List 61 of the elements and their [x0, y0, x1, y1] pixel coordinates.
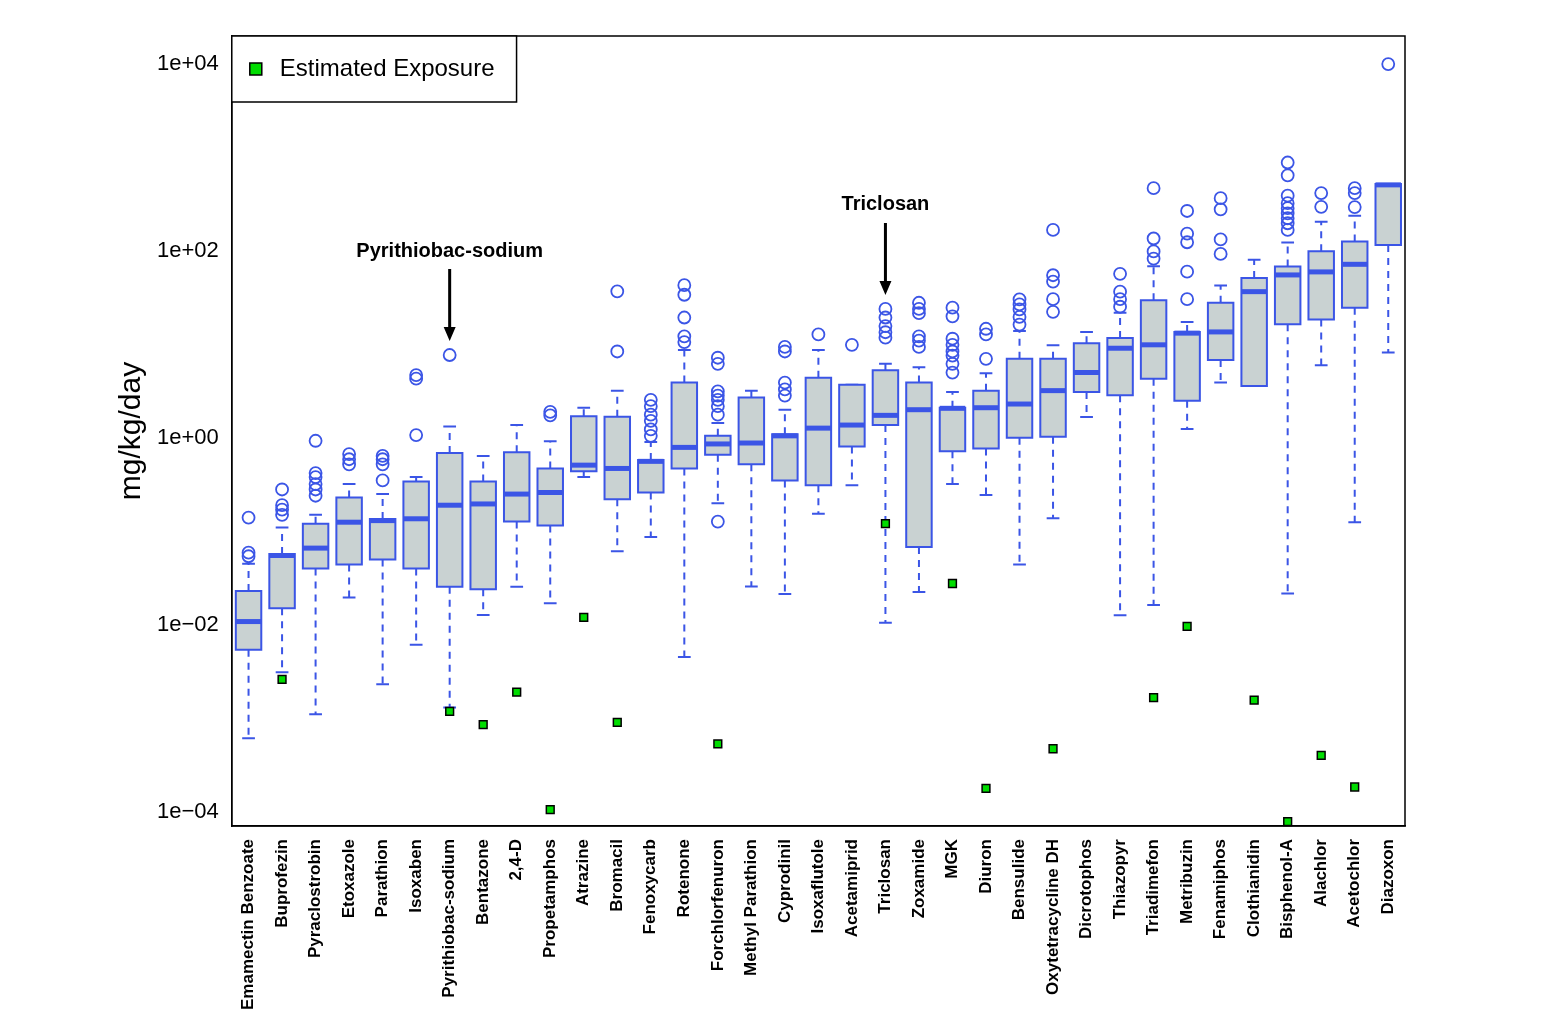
- point: [880, 518, 891, 529]
- point: [1350, 782, 1360, 792]
- point: [478, 720, 488, 730]
- x-tick-label: Pyrithiobac-sodium: [439, 839, 459, 998]
- x-tick-label: Fenoxycarb: [640, 839, 660, 935]
- x-tick-label: Acetamiprid: [841, 839, 861, 938]
- point: [981, 783, 991, 793]
- y-tick-label: 1e+04: [156, 50, 219, 76]
- x-tick-label: Methyl Parathion: [741, 839, 761, 976]
- x-tick-label: Parathion: [372, 839, 392, 918]
- point: [545, 804, 555, 815]
- x-tick-label: Emamectin Benzoate: [238, 839, 258, 1010]
- x-tick-label: MGK: [942, 838, 962, 879]
- x-tick-label: Bentazone: [472, 839, 492, 925]
- x-tick-label: Diazoxon: [1377, 839, 1397, 915]
- point: [1316, 750, 1326, 760]
- y-tick-label: 1e+00: [156, 423, 219, 449]
- x-tick-label: Isoxaflutole: [808, 839, 828, 934]
- x-tick-label: Propetamphos: [539, 839, 559, 959]
- x-tick-label: Fenamiphos: [1210, 839, 1230, 940]
- point: [579, 612, 589, 622]
- x-tick-label: Forchlorfenuron: [707, 839, 727, 972]
- point: [277, 674, 287, 684]
- x-tick-label: Thiazopyr: [1109, 838, 1129, 920]
- x-tick-label: Isoxaben: [405, 839, 425, 913]
- x-tick-label: Metribuzin: [1176, 839, 1196, 924]
- x-tick-label: Buprofezin: [271, 839, 291, 928]
- x-tick-label: Triadimefon: [1143, 839, 1163, 936]
- point: [445, 706, 455, 717]
- x-tick-label: Zoxamide: [908, 839, 928, 919]
- point: [612, 717, 622, 728]
- x-tick-label: Bensulide: [1009, 839, 1029, 921]
- point: [947, 578, 958, 589]
- x-tick-label: Diuron: [975, 839, 995, 894]
- point: [713, 739, 723, 749]
- x-tick-label: Clothianidin: [1243, 839, 1263, 938]
- y-tick-label: 1e+02: [156, 237, 219, 263]
- x-tick-label: Oxytetracycline DH: [1042, 839, 1062, 995]
- annotation: Triclosan: [841, 192, 930, 215]
- point: [1148, 692, 1159, 703]
- x-tick-label: Alachlor: [1310, 838, 1330, 908]
- x-tick-label: Bromacil: [606, 839, 626, 912]
- x-tick-label: Acetochlor: [1344, 838, 1364, 928]
- x-tick-label: Rotenone: [674, 839, 693, 918]
- y-tick-label: 1e−04: [156, 797, 219, 823]
- legend-label: Estimated Exposure: [279, 53, 495, 81]
- x-tick-label: Cyprodinil: [774, 839, 794, 924]
- x-tick-label: Bisphenol-A: [1277, 839, 1297, 940]
- x-tick-label: Dicrotophos: [1076, 839, 1096, 940]
- annotation: Pyrithiobac-sodium: [356, 238, 544, 261]
- point: [512, 687, 522, 697]
- x-tick-label: Atrazine: [573, 839, 593, 907]
- point: [1249, 695, 1259, 705]
- x-tick-label: 2,4-D: [506, 839, 526, 881]
- x-tick-label: Pyraclostrobin: [305, 839, 325, 959]
- y-tick-label: 1e−02: [156, 610, 219, 636]
- x-tick-label: Triclosan: [875, 839, 895, 914]
- y-axis-title: mg/kg/day: [113, 361, 147, 501]
- x-tick-label: Etoxazole: [338, 839, 358, 919]
- point: [1182, 621, 1192, 631]
- point: [1048, 744, 1058, 754]
